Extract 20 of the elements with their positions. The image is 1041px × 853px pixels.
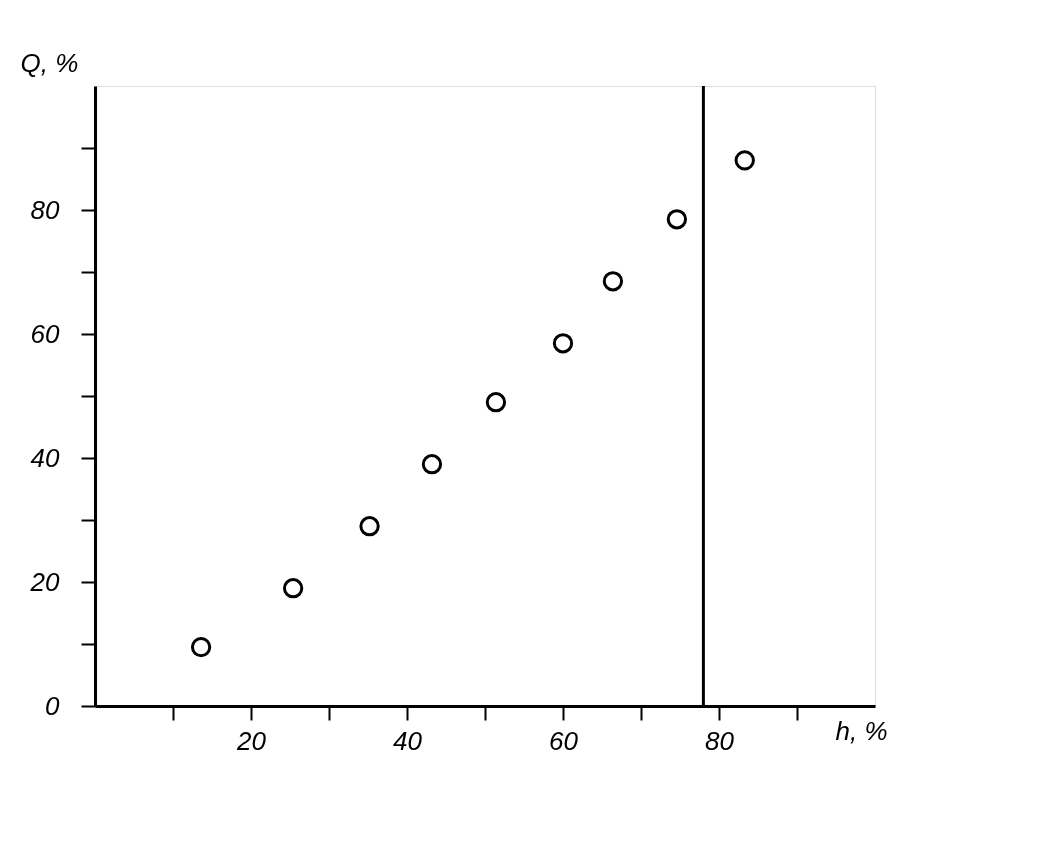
point [602, 271, 624, 292]
point [666, 209, 688, 230]
y-tick-label: 20 [29, 566, 61, 597]
point [359, 516, 380, 537]
y-tick-label: 40 [30, 442, 61, 473]
y-tick-label: 60 [30, 318, 61, 349]
y-axis-title: Q, % [20, 47, 79, 78]
point [734, 150, 755, 171]
x-tick-label: 20 [236, 725, 267, 756]
point [190, 636, 212, 658]
x-tick-label: 40 [393, 725, 423, 756]
point [552, 333, 574, 354]
point [485, 392, 507, 413]
y-tick-label: 80 [30, 194, 61, 225]
x-tick-label: 80 [705, 725, 735, 756]
x-axis-title: h, % [835, 715, 888, 746]
point [282, 578, 304, 599]
point [421, 454, 443, 475]
y-tick-label: 0 [45, 690, 61, 721]
x-tick-label: 60 [549, 725, 579, 756]
